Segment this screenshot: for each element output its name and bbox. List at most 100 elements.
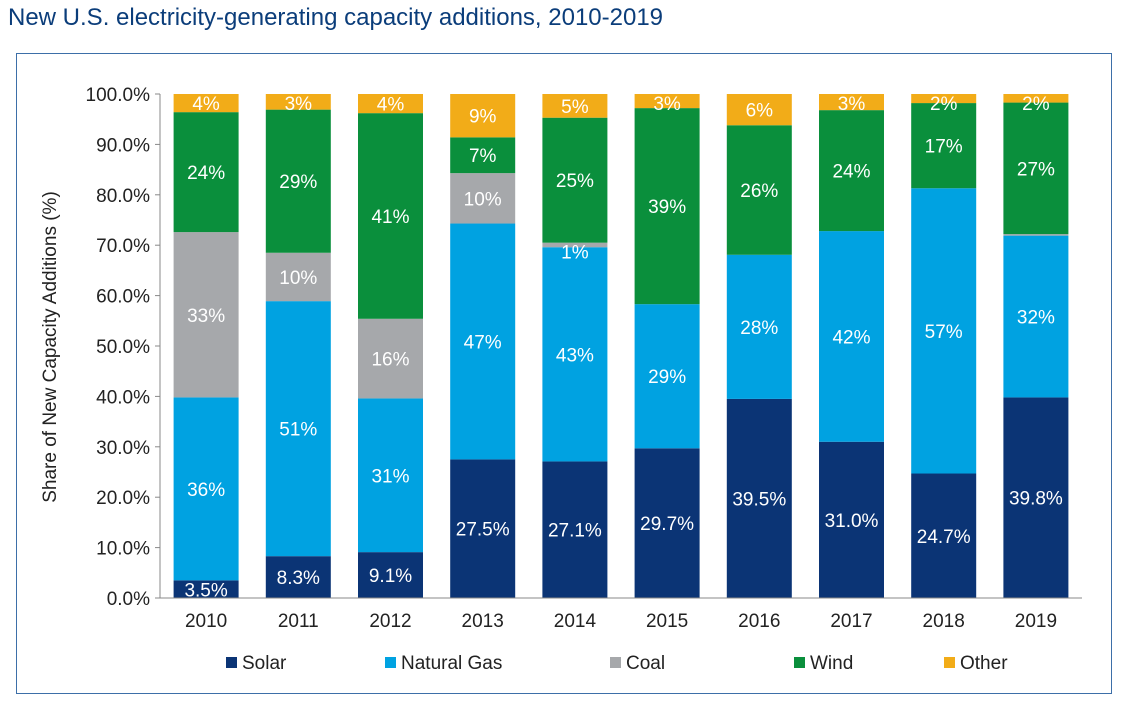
data-label-natural-gas: 57%	[925, 322, 963, 343]
data-label-solar: 9.1%	[369, 566, 412, 587]
stacked-bar-chart: 0.0% 10.0% 20.0% 30.0% 40.0% 50.0% 60.0% 70.0% 8…	[40, 85, 1082, 674]
bar-segment-natural-gas	[265, 301, 331, 557]
data-label-wind: 39%	[648, 197, 686, 218]
data-label-natural-gas: 32%	[1017, 308, 1055, 329]
bar-segment-solar	[173, 580, 239, 598]
bar-segment-other	[358, 94, 423, 114]
bar-segment-wind	[911, 103, 977, 189]
data-label-wind: 17%	[925, 137, 963, 158]
x-tick-label: 2012	[369, 611, 411, 632]
y-tick-label: 70.0%	[96, 236, 150, 257]
bar-segment-solar	[542, 461, 608, 598]
bar-segment-solar	[450, 459, 516, 598]
bar-segment-other	[1003, 94, 1069, 103]
legend-label-coal: Coal	[626, 653, 665, 674]
bar-segment-solar	[634, 448, 700, 598]
bar-segment-solar	[265, 556, 331, 598]
bar-segment-wind	[173, 112, 239, 233]
data-label-other: 3%	[653, 94, 681, 115]
data-label-other: 4%	[192, 94, 220, 115]
data-label-natural-gas: 43%	[556, 345, 594, 366]
bar-segment-other	[265, 94, 331, 110]
bar-segment-other	[634, 94, 700, 109]
bar-segment-wind	[450, 137, 516, 174]
legend-swatch-solar	[226, 657, 237, 668]
data-label-other: 3%	[285, 94, 313, 115]
y-axis-label: Share of New Capacity Additions (%)	[40, 191, 61, 503]
bar-segment-wind	[265, 109, 331, 253]
y-tick-label: 20.0%	[96, 488, 150, 509]
x-tick-label: 2010	[185, 611, 227, 632]
legend-swatch-wind	[794, 657, 805, 668]
data-label-wind: 29%	[279, 172, 317, 193]
legend-label-solar: Solar	[242, 653, 287, 674]
bar-segment-coal	[542, 242, 608, 248]
x-tick-label: 2016	[738, 611, 780, 632]
bar-segment-other	[173, 94, 239, 113]
data-label-natural-gas: 28%	[740, 318, 778, 339]
bar-segment-natural-gas	[634, 304, 700, 449]
data-label-coal: 16%	[371, 350, 409, 371]
data-label-natural-gas: 29%	[648, 367, 686, 388]
bar-segment-other	[542, 94, 608, 118]
bar-segment-natural-gas	[819, 231, 884, 442]
data-label-solar: 39.8%	[1009, 489, 1063, 510]
bar-segment-coal	[450, 173, 516, 224]
bar-segment-natural-gas	[450, 223, 516, 460]
bar-segment-coal	[173, 232, 239, 398]
data-label-natural-gas: 36%	[187, 480, 225, 501]
y-tick-label: 80.0%	[96, 186, 150, 207]
bar-segment-natural-gas	[542, 247, 608, 462]
y-axis: 0.0% 10.0% 20.0% 30.0% 40.0% 50.0% 60.0% 70.0% 8…	[86, 85, 161, 610]
data-label-solar: 24.7%	[917, 527, 971, 548]
bar-segment-solar	[1003, 397, 1069, 598]
legend-label-wind: Wind	[810, 653, 853, 674]
legend-swatch-coal	[610, 657, 621, 668]
data-label-wind: 7%	[469, 146, 497, 167]
data-label-coal: 33%	[187, 306, 225, 327]
chart-title: New U.S. electricity-generating capacity…	[8, 4, 664, 31]
data-label-wind: 41%	[371, 207, 409, 228]
bar-segment-wind	[542, 117, 608, 243]
bar-segment-natural-gas	[911, 188, 977, 474]
bar-segment-wind	[358, 113, 423, 319]
data-label-other: 3%	[838, 94, 866, 115]
data-label-other: 4%	[377, 95, 405, 116]
data-label-wind: 25%	[556, 171, 594, 192]
data-label-solar: 27.1%	[548, 521, 602, 542]
legend-label-natural-gas: Natural Gas	[401, 653, 502, 674]
data-label-coal: 10%	[279, 268, 317, 289]
y-tick-label: 30.0%	[96, 438, 150, 459]
bar-segment-other	[726, 94, 792, 126]
x-axis: 2010 2011 2012 2013 2014 2015 2016 2017 2018 2019	[160, 597, 1082, 632]
data-label-natural-gas: 42%	[832, 327, 870, 348]
bar-segment-coal	[1003, 234, 1069, 236]
y-tick-label: 10.0%	[96, 539, 150, 560]
bar-segment-solar	[819, 441, 884, 598]
bar-segment-wind	[819, 110, 884, 232]
bar-segment-other	[819, 94, 884, 111]
bar-segment-other	[911, 94, 977, 104]
y-tick-label: 90.0%	[96, 135, 150, 156]
data-label-wind: 27%	[1017, 159, 1055, 180]
data-label-natural-gas: 51%	[279, 420, 317, 441]
bars-group: 3.5% 36% 33% 24% 4% 8.3% 51% 10% 29% 3% 9.1% 31% 16%…	[173, 94, 1069, 601]
data-label-wind: 26%	[740, 181, 778, 202]
data-label-coal: 1%	[561, 243, 589, 264]
data-label-other: 9%	[469, 107, 497, 128]
data-label-other: 5%	[561, 97, 589, 118]
y-tick-label: 0.0%	[107, 589, 150, 610]
bar-segment-natural-gas	[1003, 235, 1069, 398]
x-tick-label: 2019	[1015, 611, 1057, 632]
legend-label-other: Other	[960, 653, 1008, 674]
bar-segment-natural-gas	[358, 398, 423, 553]
x-tick-label: 2014	[554, 611, 597, 632]
data-label-solar: 3.5%	[184, 580, 227, 601]
legend-swatch-other	[944, 657, 955, 668]
data-label-solar: 31.0%	[825, 511, 879, 532]
x-tick-label: 2015	[646, 611, 688, 632]
data-label-other: 2%	[930, 94, 958, 115]
data-label-coal: 10%	[464, 189, 502, 210]
data-label-natural-gas: 47%	[464, 332, 502, 353]
data-label-other: 6%	[746, 101, 774, 122]
